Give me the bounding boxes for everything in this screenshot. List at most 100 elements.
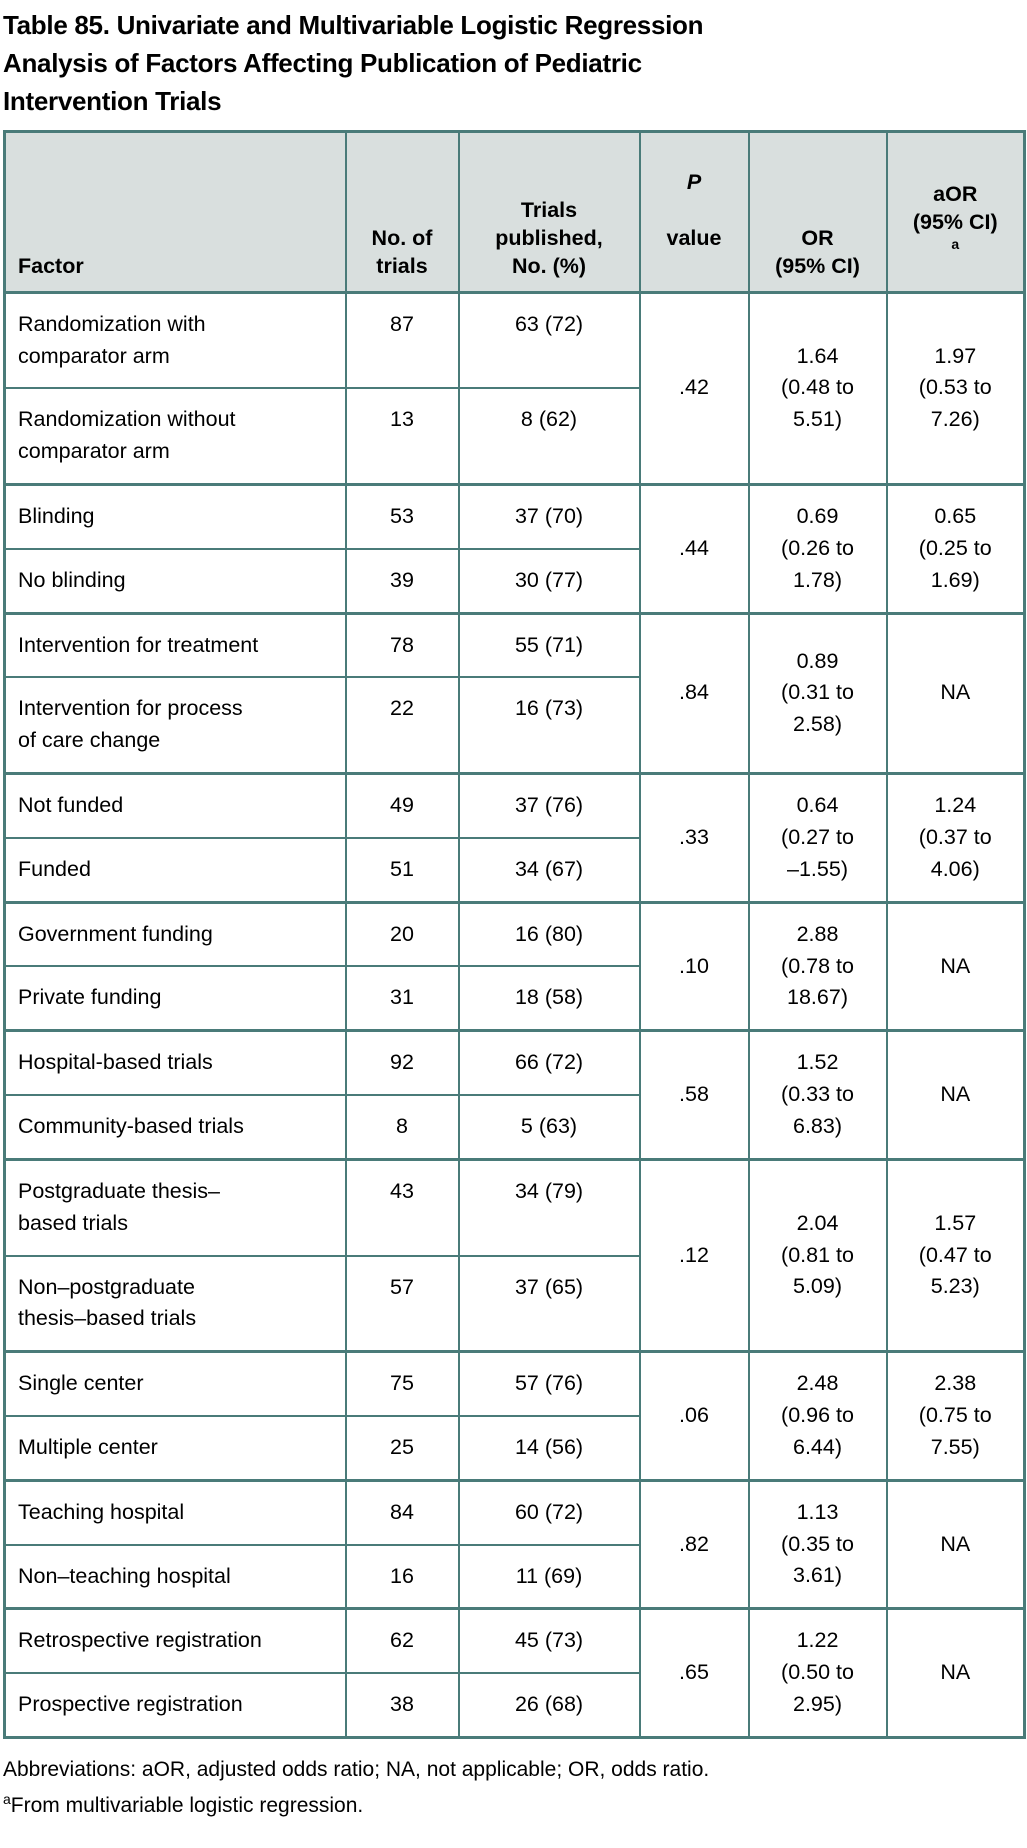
published-cell: 45 (73) [457,1607,641,1675]
table-row: Non–postgraduate thesis–based trials 57 37… [3,1254,1025,1353]
n-trials-cell: 51 [344,836,460,904]
factor-group: Teaching hospital 84 60 (72) .82 1.13 (0.35 … [3,1478,1026,1610]
aor-cell: 1.57 (0.47 to 5.23) [885,1157,1026,1353]
p-value-cell: .33 [638,772,750,904]
factor-group: Postgraduate thesis– based trials 43 34 (7… [3,1157,1026,1353]
table-row: Not funded 49 37 (76) .33 0.64 (0.27 to –1.5… [3,771,1026,904]
factor-cell: Community-based trials [3,1094,347,1161]
factor-group: Single center 75 57 (76) .06 2.48 (0.96 to 6… [3,1350,1026,1482]
factor-group: Not funded 49 37 (76) .33 0.64 (0.27 to –1.5… [3,771,1026,904]
or-cell: 1.13 (0.35 to 3.61) [747,1478,888,1610]
n-trials-cell: 8 [344,1094,460,1161]
aor-cell: NA [885,900,1026,1032]
footnote-text: From multivariable logistic regression. [10,1794,364,1818]
or-cell: 0.69 (0.26 to 1.78) [747,482,888,615]
published-cell: 37 (76) [457,771,641,839]
factor-cell: Government funding [3,900,347,968]
column-header-no-of-trials: No. of trials [344,130,460,294]
factor-group: Retrospective registration 62 45 (73) .65 1.… [3,1607,1026,1739]
table-row: Private funding 31 18 (58) [3,965,1025,1032]
aor-cell: NA [885,611,1026,775]
or-cell: 2.48 (0.96 to 6.44) [747,1350,888,1482]
abbreviations-note: Abbreviations: aOR, adjusted odds ratio;… [3,1758,710,1781]
p-value-italic-label: P [686,169,702,194]
column-header-or: OR (95% CI) [747,130,888,294]
p-value-cell: .44 [638,482,750,615]
aor-header-label: aOR (95% CI) [912,182,998,235]
table-title: Table 85. Univariate and Multivariable L… [3,10,704,116]
factor-cell: Randomization without comparator arm [3,387,347,486]
or-cell: 1.52 (0.33 to 6.83) [747,1029,888,1161]
column-header-factor: Factor [3,130,347,294]
n-trials-cell: 57 [344,1254,460,1353]
published-cell: 63 (72) [457,290,641,390]
factor-cell: Funded [3,836,347,904]
published-cell: 16 (73) [457,676,641,775]
factor-cell: Non–postgraduate thesis–based trials [3,1254,347,1353]
factor-cell: Multiple center [3,1414,347,1482]
factor-cell: Not funded [3,771,347,839]
table-row: Blinding 53 37 (70) .44 0.69 (0.26 to 1.78) 0… [3,482,1026,615]
p-value-cell: .06 [638,1350,750,1482]
p-value-cell: .82 [638,1478,750,1610]
table-header-row: Factor No. of trials Trials published, N… [3,130,1026,294]
or-cell: 1.64 (0.48 to 5.51) [747,290,888,486]
factor-group: Blinding 53 37 (70) .44 0.69 (0.26 to 1.78) 0… [3,482,1026,615]
n-trials-cell: 78 [344,611,460,679]
table-row: Community-based trials 8 5 (63) [3,1094,1025,1161]
n-trials-cell: 38 [344,1672,460,1739]
factor-cell: Intervention for treatment [3,611,347,679]
published-cell: 26 (68) [457,1672,641,1739]
n-trials-cell: 53 [344,482,460,550]
factor-cell: Intervention for process of care change [3,676,347,775]
table-row: Randomization with comparator arm 87 63 (7… [3,290,1026,486]
aor-cell: 1.24 (0.37 to 4.06) [885,772,1026,904]
published-cell: 5 (63) [457,1094,641,1161]
table-row: Non–teaching hospital 16 11 (69) [3,1543,1025,1610]
or-cell: 0.89 (0.31 to 2.58) [747,611,888,775]
n-trials-cell: 62 [344,1607,460,1675]
table-row: Funded 51 34 (67) [3,836,1025,904]
published-cell: 11 (69) [457,1543,641,1610]
aor-cell: 1.97 (0.53 to 7.26) [885,290,1026,486]
published-cell: 14 (56) [457,1414,641,1482]
table-footnotes: Abbreviations: aOR, adjusted odds ratio;… [3,1755,1023,1822]
or-cell: 2.88 (0.78 to 18.67) [747,900,888,1032]
factor-cell: Retrospective registration [3,1607,347,1675]
p-value-cell: .42 [638,290,750,486]
table-row: Randomization without comparator arm 13 8 … [3,387,1025,486]
table-row: Government funding 20 16 (80) .10 2.88 (0.78… [3,900,1026,1032]
published-cell: 55 (71) [457,611,641,679]
published-cell: 34 (67) [457,836,641,904]
p-value-cell: .12 [638,1157,750,1353]
published-cell: 30 (77) [457,547,641,615]
or-cell: 1.22 (0.50 to 2.95) [747,1607,888,1739]
factor-cell: Postgraduate thesis– based trials [3,1157,347,1257]
published-cell: 34 (79) [457,1157,641,1257]
table-row: Single center 75 57 (76) .06 2.48 (0.96 to 6… [3,1350,1026,1482]
factor-group: Intervention for treatment 78 55 (71) .84 0.… [3,611,1026,775]
published-cell: 18 (58) [457,965,641,1032]
or-cell: 2.04 (0.81 to 5.09) [747,1157,888,1353]
table-row: Teaching hospital 84 60 (72) .82 1.13 (0.35 … [3,1478,1026,1610]
n-trials-cell: 84 [344,1478,460,1546]
aor-cell: 2.38 (0.75 to 7.55) [885,1350,1026,1482]
factor-cell: Non–teaching hospital [3,1543,347,1610]
published-cell: 60 (72) [457,1478,641,1546]
n-trials-cell: 87 [344,290,460,390]
n-trials-cell: 92 [344,1029,460,1097]
table-row: Prospective registration 38 26 (68) [3,1672,1025,1739]
factor-group: Government funding 20 16 (80) .10 2.88 (0.78… [3,900,1026,1032]
table-row: Postgraduate thesis– based trials 43 34 (7… [3,1157,1026,1353]
published-cell: 66 (72) [457,1029,641,1097]
column-header-aor: aOR (95% CI) a [885,130,1026,294]
p-value-cell: .58 [638,1029,750,1161]
n-trials-cell: 49 [344,771,460,839]
p-value-rest-label: value [666,225,722,250]
factor-cell: Blinding [3,482,347,550]
n-trials-cell: 16 [344,1543,460,1610]
footnote-marker: a [3,1791,11,1808]
table-row: Multiple center 25 14 (56) [3,1414,1025,1482]
table-row: Intervention for treatment 78 55 (71) .84 0.… [3,611,1026,775]
